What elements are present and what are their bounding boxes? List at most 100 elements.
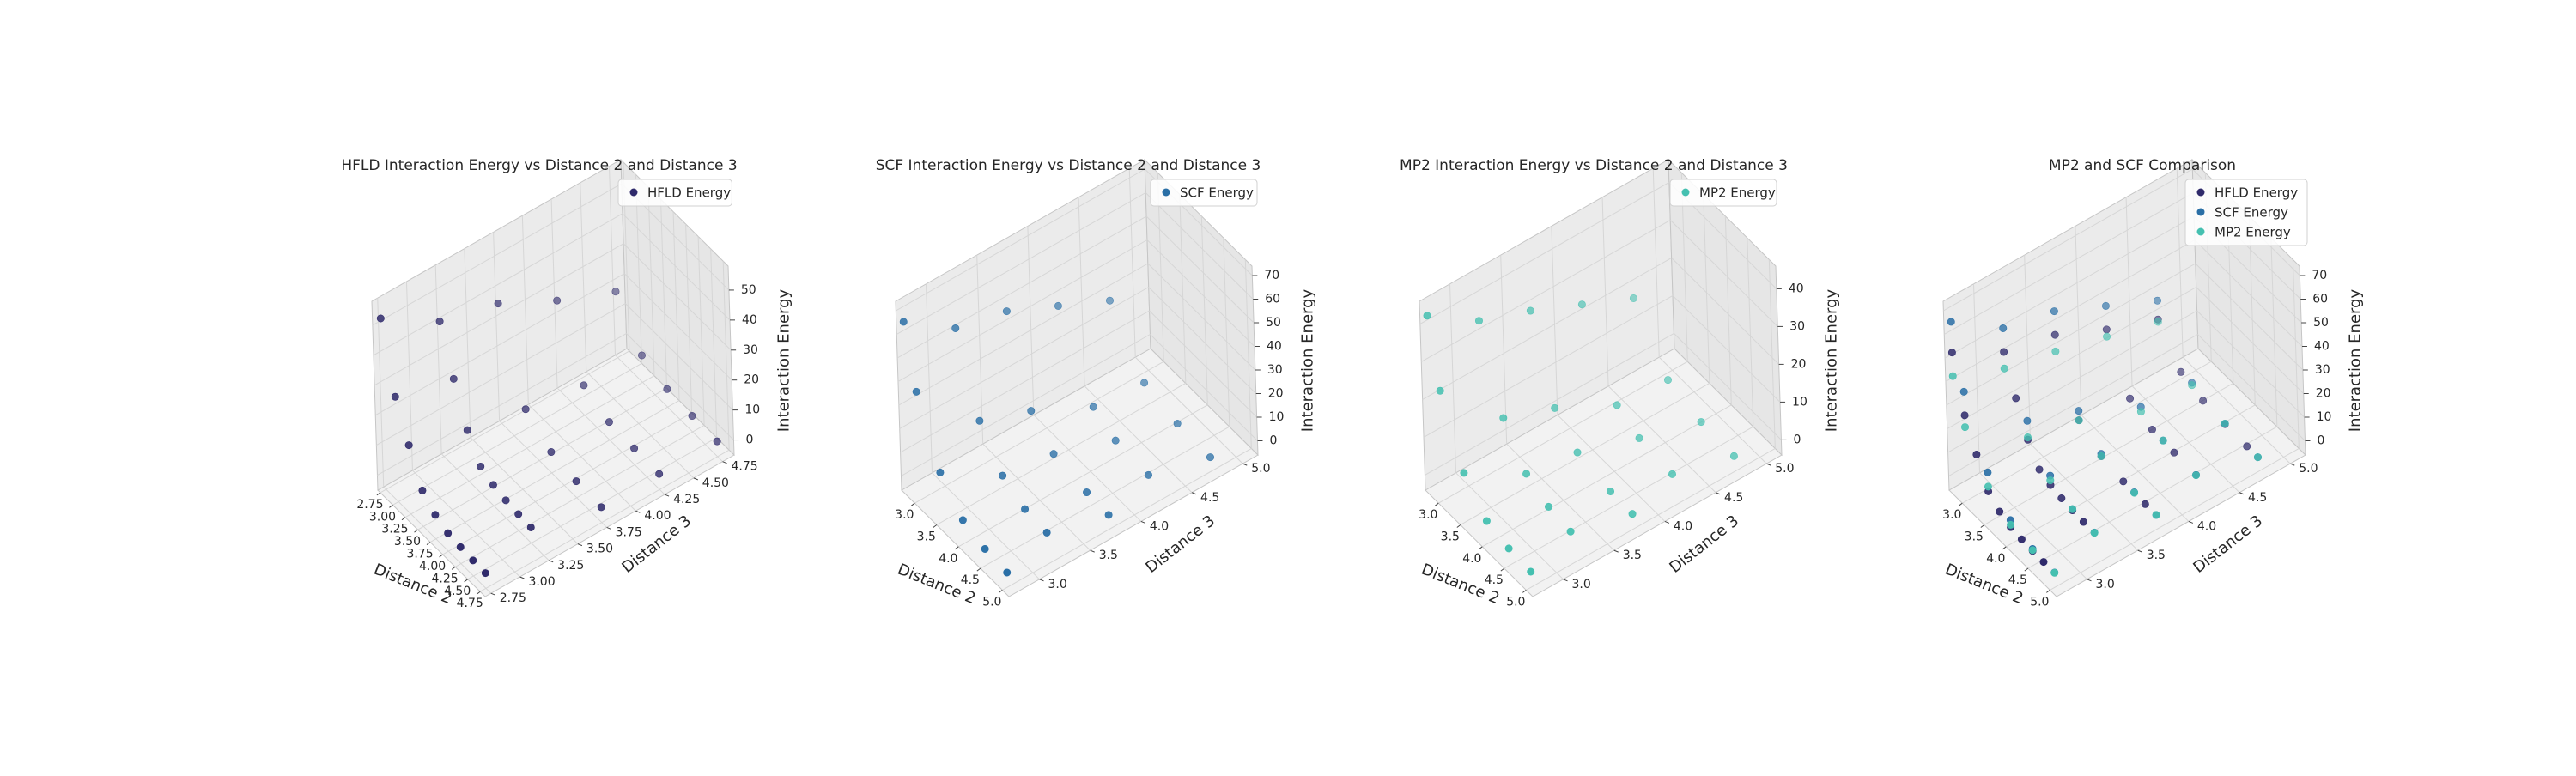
grid-line: [1482, 404, 1732, 548]
tick-mark: [635, 510, 641, 513]
x-tick-label: 4.0: [939, 552, 957, 566]
z-tick-label: 70: [2312, 269, 2327, 282]
tick-mark: [389, 504, 393, 508]
data-point: [2028, 546, 2037, 555]
data-point: [514, 510, 523, 518]
data-point: [1104, 511, 1113, 519]
data-point: [1049, 450, 1058, 458]
grid-line: [1973, 283, 1981, 473]
grid-line: [685, 223, 693, 413]
z-tick-label: 10: [1792, 395, 1807, 409]
x-tick-label: 5.0: [982, 595, 1001, 609]
z-tick-label: 10: [1269, 410, 1285, 424]
z-tick-label: 20: [2316, 387, 2331, 401]
data-point: [489, 481, 497, 489]
grid-line: [2196, 287, 2305, 394]
y-tick-label: 4.25: [673, 493, 700, 506]
data-point: [1145, 470, 1153, 479]
z-tick-label: 50: [2313, 316, 2329, 330]
data-point: [663, 385, 671, 393]
z-tick-label: 40: [1267, 340, 1282, 354]
grid-line: [412, 470, 520, 578]
chart-panel-1: 2.753.003.253.503.754.004.254.504.75 2.75…: [341, 157, 793, 610]
grid-line: [1526, 447, 1776, 591]
data-point: [2221, 420, 2229, 428]
data-point: [1054, 301, 1062, 310]
grid-line: [2050, 447, 2300, 591]
grid-line: [1674, 333, 1782, 440]
data-point: [999, 471, 1007, 480]
grid-line: [647, 186, 655, 376]
grid-line: [527, 403, 636, 512]
chart-panel-2: 3.03.54.04.55.03.03.54.04.55.00102030405…: [876, 157, 1317, 609]
grid-line: [1455, 472, 1564, 580]
z-tick-label: 30: [1267, 363, 1283, 377]
grid-line: [499, 421, 607, 528]
data-point: [580, 381, 588, 390]
tick-mark: [519, 576, 525, 579]
grid-line: [899, 287, 1149, 429]
grid-line: [2182, 356, 2291, 464]
grid-line: [1658, 356, 1767, 464]
grid-line: [1128, 168, 1136, 358]
x-tick-label: 4.50: [444, 585, 471, 598]
data-point: [2090, 529, 2099, 537]
z-tick-label: 40: [1789, 282, 1804, 295]
z-tick-label: 30: [743, 343, 758, 357]
grid-line: [556, 387, 665, 495]
data-point: [1961, 423, 1970, 432]
grid-line: [1979, 472, 2087, 580]
tick-mark: [2137, 549, 2142, 553]
tick-mark: [451, 566, 456, 570]
tick-mark: [1664, 520, 1670, 524]
tick-mark: [1140, 520, 1146, 524]
data-point: [435, 318, 444, 326]
data-point: [463, 426, 471, 434]
legend-box: [2184, 179, 2308, 246]
data-point: [521, 405, 530, 414]
data-point: [1668, 470, 1676, 478]
data-point: [418, 486, 427, 494]
grid-line: [1946, 263, 2196, 406]
grid-line: [976, 255, 984, 445]
z-tick-label: 60: [1265, 293, 1280, 306]
grid-line: [609, 166, 617, 355]
grid-line: [417, 387, 667, 530]
x-tick-label: 3.5: [917, 530, 936, 543]
grid-line: [1460, 383, 1710, 525]
grid-line: [2006, 404, 2256, 548]
data-point: [2075, 416, 2083, 425]
x-tick-label: 4.25: [432, 572, 459, 585]
z-tick-label: 60: [2312, 293, 2328, 306]
legend-box: [617, 179, 732, 207]
grid-line: [932, 472, 1040, 580]
grid-line: [1146, 239, 1255, 347]
grid-line: [377, 333, 627, 476]
data-point: [2170, 448, 2178, 457]
grid-line: [697, 236, 705, 426]
chart-title: SCF Interaction Energy vs Distance 2 and…: [876, 157, 1261, 174]
data-point: [1613, 401, 1621, 409]
tick-mark: [933, 524, 938, 528]
grid-line: [896, 168, 1145, 312]
legend-box: [1669, 179, 1777, 207]
tick-mark: [376, 492, 381, 496]
grid-line: [1422, 257, 1672, 400]
z-tick-label: 20: [1268, 387, 1284, 401]
grid-line: [626, 333, 734, 440]
x-tick-label: 5.0: [1506, 595, 1525, 609]
data-point: [1499, 414, 1508, 422]
grid-line: [374, 243, 624, 386]
data-point: [1504, 544, 1513, 553]
grid-line: [2248, 215, 2256, 405]
data-point: [2075, 407, 2083, 415]
grid-line: [493, 232, 501, 421]
x-tick-label: 4.5: [961, 573, 980, 587]
tick-mark: [2290, 463, 2295, 466]
tick-mark: [976, 567, 981, 572]
grid-line: [1147, 263, 1256, 371]
grid-line: [1672, 295, 1781, 403]
data-point: [1947, 349, 1956, 357]
